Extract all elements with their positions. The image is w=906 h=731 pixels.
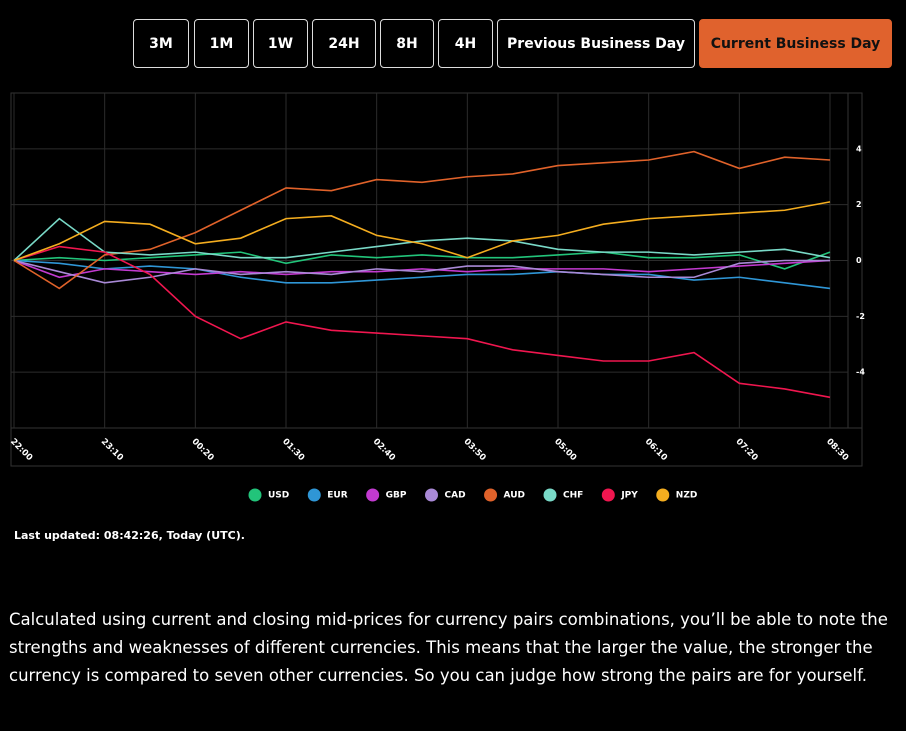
legend-label: CHF <box>563 491 583 501</box>
series-line <box>13 245 831 399</box>
legend-label: CAD <box>445 491 466 501</box>
last-updated: Last updated: 08:42:26, Today (UTC). <box>14 529 245 542</box>
x-tick-label: 05:00 <box>552 437 578 463</box>
range-button[interactable]: 1W <box>253 19 308 68</box>
plot-frame <box>10 92 863 467</box>
legend-swatch <box>484 488 498 502</box>
range-button[interactable]: Previous Business Day <box>497 19 695 68</box>
x-tick-label: 00:20 <box>189 437 215 463</box>
legend-label: EUR <box>327 491 347 501</box>
series-line <box>13 217 831 262</box>
range-button-active[interactable]: Current Business Day <box>699 19 892 68</box>
y-tick-label: -2 <box>856 312 865 321</box>
legend-label: NZD <box>676 491 698 501</box>
range-button[interactable]: 4H <box>438 19 493 68</box>
range-button[interactable]: 1M <box>194 19 249 68</box>
series-line <box>13 201 831 262</box>
x-tick-label: 02:40 <box>371 437 397 463</box>
description: Calculated using current and closing mid… <box>9 610 888 685</box>
legend-swatch <box>366 488 380 502</box>
legend-swatch <box>601 488 615 502</box>
y-tick-label: 2 <box>856 200 862 209</box>
x-tick-label: 23:10 <box>99 437 125 463</box>
x-tick-label: 22:00 <box>8 437 34 463</box>
legend-swatch <box>307 488 321 502</box>
chart: -4 -2 0 2 4 22:00 23:10 00:20 01:30 02:40 03:50 05:… <box>8 92 865 502</box>
legend-swatch <box>543 488 557 502</box>
legend-label: GBP <box>386 491 407 501</box>
x-tick-label: 01:30 <box>280 437 306 463</box>
series-line <box>13 259 831 290</box>
y-tick-label: -4 <box>856 368 865 377</box>
legend-swatch <box>425 488 438 502</box>
series-line <box>13 259 831 279</box>
legend-label: AUD <box>504 491 525 501</box>
x-tick-label: 08:30 <box>824 437 850 463</box>
x-tick-label: 07:20 <box>733 437 759 463</box>
x-tick-label: 03:50 <box>461 437 487 463</box>
series-line <box>13 259 830 284</box>
series-line <box>13 251 831 270</box>
series-line <box>13 150 831 290</box>
legend-label: JPY <box>620 491 638 501</box>
legend-label: USD <box>268 491 289 501</box>
range-button[interactable]: 3M <box>133 19 189 68</box>
y-tick-label: 4 <box>856 144 862 153</box>
legend-swatch <box>656 488 670 502</box>
range-button[interactable]: 24H <box>312 19 376 68</box>
legend-swatch <box>248 488 262 502</box>
y-tick-label: 0 <box>856 256 862 265</box>
range-button[interactable]: 8H <box>380 19 434 68</box>
x-tick-label: 06:10 <box>643 437 669 463</box>
